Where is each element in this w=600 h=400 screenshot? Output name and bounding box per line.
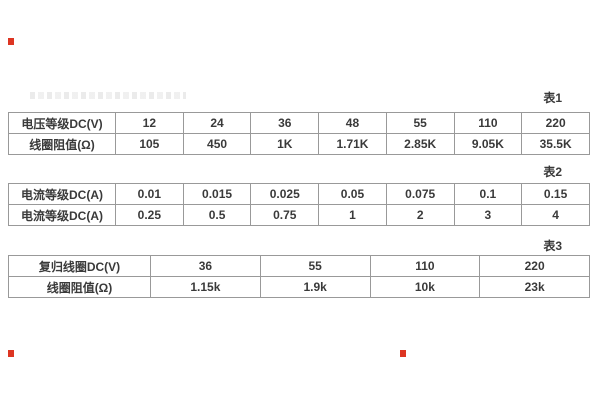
value-cell: 24 (182, 112, 252, 134)
value-cell: 35.5K (521, 133, 590, 155)
value-cell: 0.5 (182, 204, 252, 226)
table-row: 电流等级DC(A) 0.25 0.5 0.75 1 2 3 4 (8, 204, 590, 226)
value-cell: 0.05 (318, 183, 387, 205)
table-row: 复归线圈DC(V) 36 55 110 220 (8, 255, 590, 277)
value-cell: 1.71K (318, 133, 387, 155)
value-cell: 0.1 (453, 183, 523, 205)
value-cell: 36 (150, 255, 261, 277)
value-cell: 220 (521, 112, 590, 134)
row-header-cell: 电流等级DC(A) (8, 183, 116, 205)
value-cell: 2 (385, 204, 455, 226)
row-header-cell: 电流等级DC(A) (8, 204, 116, 226)
value-cell: 12 (115, 112, 184, 134)
row-header-cell: 线圈阻值(Ω) (8, 276, 151, 298)
reset-coil-table: 复归线圈DC(V) 36 55 110 220 线圈阻值(Ω) 1.15k 1.9k 10k 23… (8, 255, 590, 298)
row-header-cell: 电压等级DC(V) (8, 112, 116, 134)
table3-label: 表3 (543, 239, 562, 253)
faint-text-line (30, 92, 186, 99)
table-row: 电流等级DC(A) 0.01 0.015 0.025 0.05 0.075 0.1 0.15 (8, 183, 590, 205)
value-cell: 105 (115, 133, 184, 155)
value-cell: 10k (369, 276, 481, 298)
value-cell: 4 (521, 204, 590, 226)
value-cell: 48 (318, 112, 387, 134)
table2-label: 表2 (543, 165, 562, 179)
value-cell: 110 (453, 112, 523, 134)
value-cell: 1K (250, 133, 320, 155)
value-cell: 450 (182, 133, 252, 155)
value-cell: 36 (250, 112, 320, 134)
value-cell: 2.85K (385, 133, 455, 155)
value-cell: 0.01 (115, 183, 184, 205)
table1-label: 表1 (543, 91, 562, 105)
table-row: 线圈阻值(Ω) 105 450 1K 1.71K 2.85K 9.05K 35.5K (8, 133, 590, 155)
value-cell: 23k (479, 276, 590, 298)
red-marker (400, 350, 406, 357)
value-cell: 0.025 (250, 183, 320, 205)
value-cell: 1.15k (150, 276, 261, 298)
table-row: 线圈阻值(Ω) 1.15k 1.9k 10k 23k (8, 276, 590, 298)
value-cell: 55 (259, 255, 371, 277)
value-cell: 55 (385, 112, 455, 134)
table-row: 电压等级DC(V) 12 24 36 48 55 110 220 (8, 112, 590, 134)
red-marker (8, 350, 14, 357)
current-grade-table: 电流等级DC(A) 0.01 0.015 0.025 0.05 0.075 0.1 0.15 电… (8, 183, 590, 226)
value-cell: 0.015 (182, 183, 252, 205)
value-cell: 0.25 (115, 204, 184, 226)
value-cell: 1 (318, 204, 387, 226)
value-cell: 9.05K (453, 133, 523, 155)
value-cell: 0.75 (250, 204, 320, 226)
voltage-grade-table: 电压等级DC(V) 12 24 36 48 55 110 220 线圈阻值(Ω) 105 450 1K… (8, 112, 590, 155)
value-cell: 0.15 (521, 183, 590, 205)
value-cell: 220 (479, 255, 590, 277)
value-cell: 3 (453, 204, 523, 226)
value-cell: 0.075 (385, 183, 455, 205)
value-cell: 110 (369, 255, 481, 277)
value-cell: 1.9k (259, 276, 371, 298)
red-marker (8, 38, 14, 45)
row-header-cell: 线圈阻值(Ω) (8, 133, 116, 155)
row-header-cell: 复归线圈DC(V) (8, 255, 151, 277)
